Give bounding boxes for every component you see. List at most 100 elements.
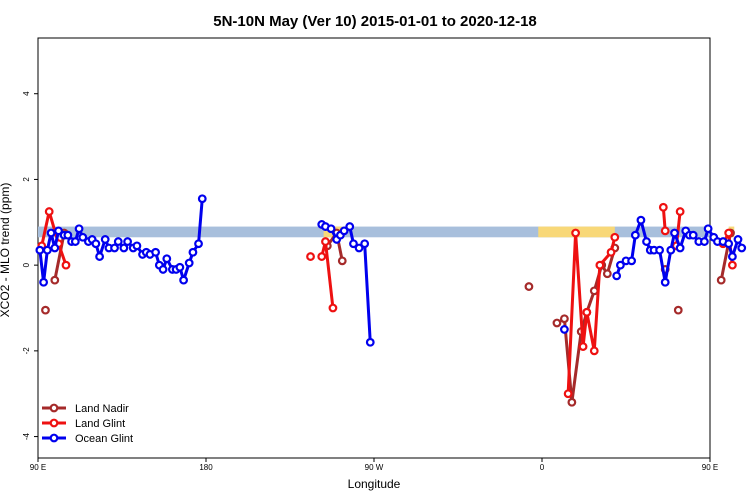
land-glint-line (320, 240, 335, 309)
ocean-glint-point (70, 237, 80, 246)
series-layer (35, 194, 747, 407)
land-nadir-point (716, 275, 726, 285)
land-glint-point (595, 260, 605, 270)
land-nadir-point (552, 318, 562, 328)
ocean-glint-point (700, 237, 709, 246)
ocean-glint-point (630, 230, 640, 240)
x-tick-label: 90 E (702, 463, 718, 472)
ocean-glint-point (733, 235, 743, 244)
series-land-glint (37, 202, 737, 399)
land-glint-line (40, 210, 68, 266)
land-ocean-band (38, 226, 735, 238)
ocean-glint-point (50, 243, 60, 253)
legend-item-land-nadir: Land Nadir (42, 403, 129, 415)
ocean-glint-point (666, 245, 676, 255)
land-glint-point (328, 303, 338, 313)
y-tick-label: 4 (22, 91, 31, 96)
ocean-band (38, 226, 710, 238)
ocean-glint-point (670, 228, 679, 238)
land-glint-point (658, 202, 668, 212)
ocean-glint-point (728, 252, 737, 261)
y-axis-label: XCO2 - MLO trend (ppm) (0, 183, 12, 318)
x-axis: 90 E 180 90 W 0 90 E (30, 458, 718, 472)
ocean-glint-point (326, 224, 336, 234)
ocean-glint-point (636, 215, 646, 225)
ocean-glint-point (151, 247, 161, 257)
y-tick-label: -4 (22, 432, 31, 440)
ocean-glint-point (688, 230, 698, 240)
ocean-glint-point (113, 237, 123, 246)
ocean-glint-point (100, 235, 110, 244)
ocean-glint-point (54, 226, 63, 236)
ocean-glint-point (35, 245, 45, 255)
ocean-glint-point (158, 265, 168, 274)
ocean-glint-point (339, 226, 349, 236)
land-glint-point (578, 342, 588, 351)
land-glint-point (563, 389, 573, 399)
legend-label: Ocean Glint (75, 433, 133, 445)
y-tick-label: -2 (22, 347, 31, 355)
ocean-glint-point (179, 275, 189, 285)
ocean-glint-point (655, 245, 664, 255)
land-glint-point (317, 252, 327, 261)
land-glint-point (728, 260, 737, 270)
land-glint-point (61, 260, 71, 270)
ocean-glint-point (360, 239, 370, 249)
land-nadir-point (337, 256, 347, 266)
legend-swatch-point (49, 403, 59, 413)
ocean-glint-point (616, 260, 625, 270)
ocean-glint-point (42, 245, 52, 255)
ocean-glint-point (560, 325, 569, 334)
legend-swatch-point (49, 418, 59, 428)
land-glint-point (610, 232, 620, 242)
ocean-glint-point (737, 243, 747, 253)
x-tick-label: 90 W (365, 463, 384, 472)
land-glint-point (571, 228, 580, 238)
land-nadir-line (53, 232, 66, 281)
legend: Land Nadir Land Glint Ocean Glint (42, 403, 133, 445)
legend-label: Land Nadir (75, 403, 129, 415)
land-nadir-point (567, 397, 577, 407)
land-nadir-point (560, 314, 569, 324)
ocean-glint-point (675, 243, 685, 253)
legend-swatch-point (49, 433, 59, 443)
ocean-glint-point (132, 241, 142, 251)
ocean-glint-point (660, 277, 670, 287)
land-nadir-point (673, 305, 683, 315)
ocean-glint-point (74, 224, 84, 234)
land-glint-point (321, 237, 330, 246)
ocean-glint-point (365, 337, 375, 347)
land-glint-point (724, 228, 734, 238)
x-tick-label: 90 E (30, 463, 46, 472)
ocean-glint-point (46, 228, 56, 238)
legend-label: Land Glint (75, 418, 125, 430)
ocean-glint-point (188, 247, 198, 257)
ocean-glint-point (95, 252, 104, 261)
series-ocean-glint (35, 194, 747, 347)
ocean-glint-point (162, 254, 172, 264)
land-glint-point (606, 247, 616, 257)
land-nadir-point (524, 282, 534, 291)
ocean-glint-point (78, 232, 88, 242)
x-tick-label: 180 (199, 463, 213, 472)
x-axis-label: Longitude (348, 477, 401, 491)
ocean-glint-point (110, 243, 119, 253)
land-nadir-point (41, 305, 50, 315)
ocean-glint-point (703, 224, 713, 234)
ocean-glint-point (39, 277, 48, 287)
land-glint-point (660, 226, 670, 236)
land-nadir-point (50, 275, 60, 285)
ocean-glint-point (724, 239, 734, 249)
land-glint-point (675, 207, 685, 216)
ocean-glint-point (349, 239, 358, 249)
land-glint-point (44, 207, 54, 216)
ocean-glint-point (175, 262, 185, 272)
ocean-glint-point (354, 243, 364, 253)
y-axis: -4 -2 0 2 4 (22, 91, 38, 440)
land-glint-point (589, 346, 599, 356)
chart-title: 5N-10N May (Ver 10) 2015-01-01 to 2020-1… (213, 13, 537, 30)
ocean-glint-point (119, 243, 129, 253)
ocean-glint-point (91, 239, 101, 249)
x-tick-label: 0 (540, 463, 545, 472)
y-tick-label: 2 (22, 177, 31, 182)
